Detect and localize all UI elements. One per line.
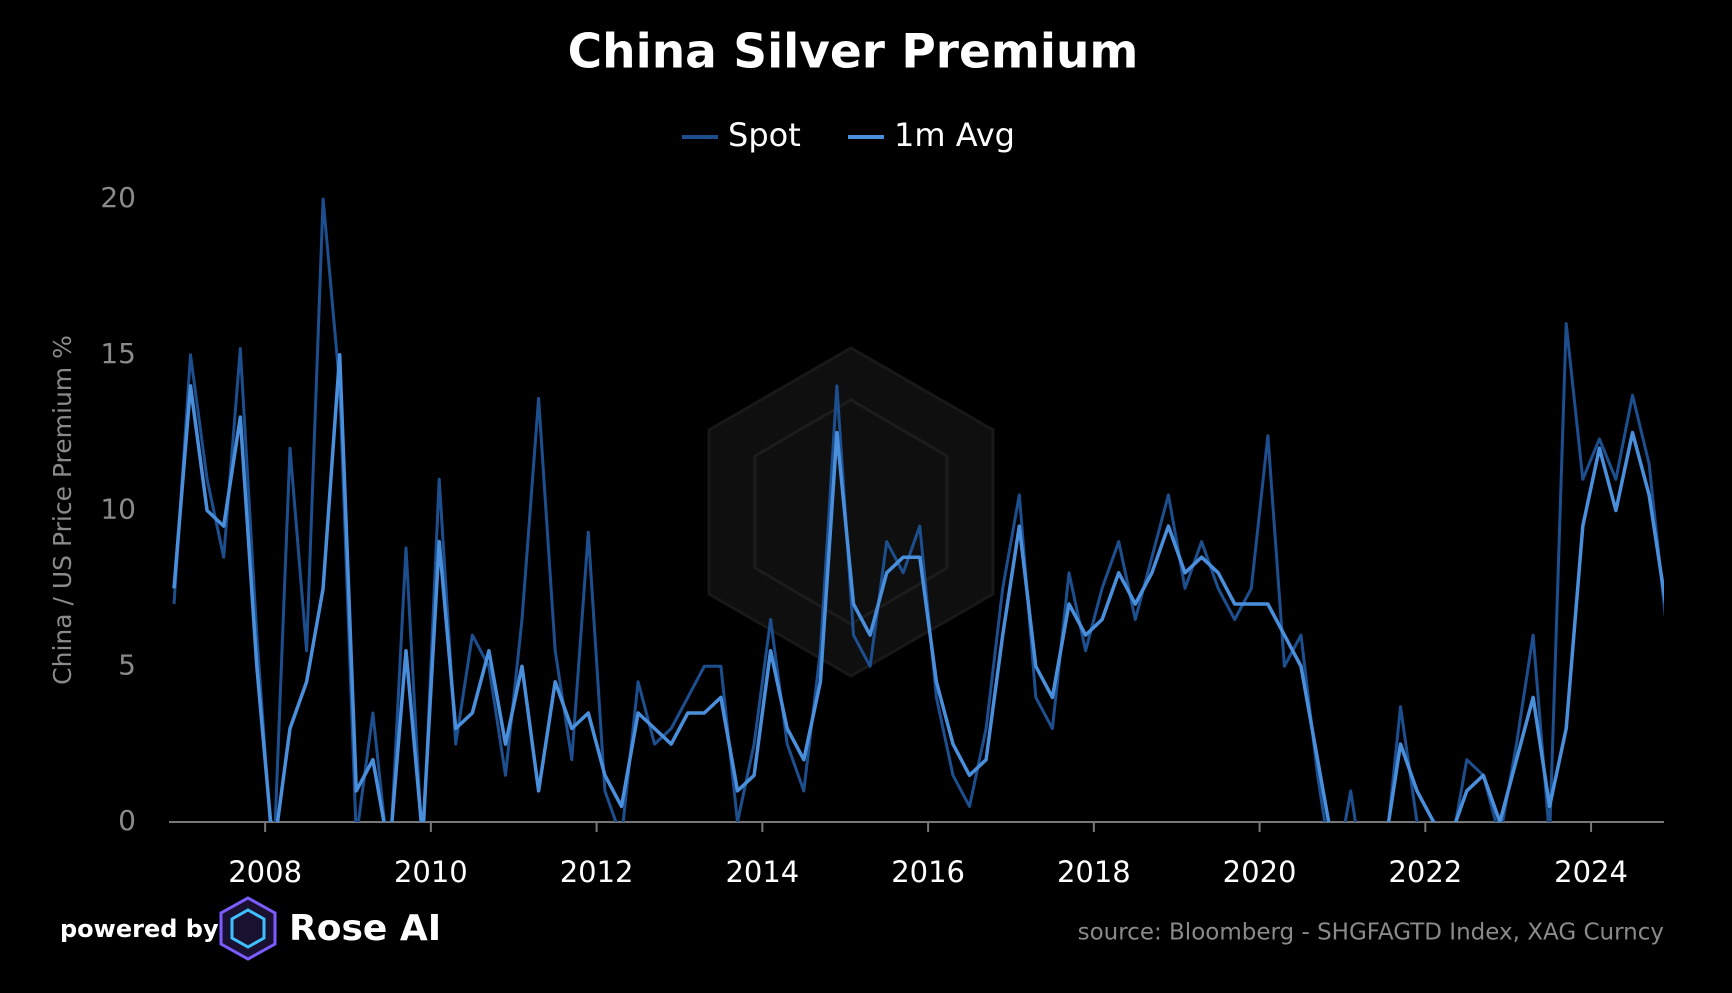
source-note: source: Bloomberg - SHGFAGTD Index, XAG … xyxy=(1078,920,1664,946)
y-axis-label: China / US Price Premium % xyxy=(48,335,77,685)
x-tick-label: 2012 xyxy=(560,855,634,889)
x-tick-label: 2022 xyxy=(1388,855,1462,889)
brand: Rose AI xyxy=(289,908,441,949)
legend-label: 1m Avg xyxy=(894,116,1015,154)
footer: powered by Rose AI source: Bloomberg - S… xyxy=(60,896,1664,961)
x-tick-label: 2024 xyxy=(1554,855,1628,889)
x-tick-label: 2016 xyxy=(891,855,965,889)
y-tick-label: 5 xyxy=(118,648,136,681)
x-tick-label: 2018 xyxy=(1057,855,1131,889)
y-tick-label: 20 xyxy=(100,181,136,214)
watermark xyxy=(707,346,995,678)
x-tick-label: 2008 xyxy=(228,855,302,889)
x-tick-label: 2020 xyxy=(1223,855,1297,889)
x-tick-label: 2010 xyxy=(394,855,468,889)
series-line xyxy=(172,197,1664,822)
y-tick-label: 10 xyxy=(100,493,136,526)
series-line xyxy=(172,353,1664,822)
legend-label: Spot xyxy=(728,116,801,154)
logo xyxy=(219,896,277,961)
chart-title: China Silver Premium xyxy=(568,25,1139,80)
powered-by: powered by xyxy=(60,915,219,943)
y-tick-label: 0 xyxy=(118,804,136,837)
x-tick-label: 2014 xyxy=(725,855,799,889)
y-tick-label: 15 xyxy=(100,337,136,370)
